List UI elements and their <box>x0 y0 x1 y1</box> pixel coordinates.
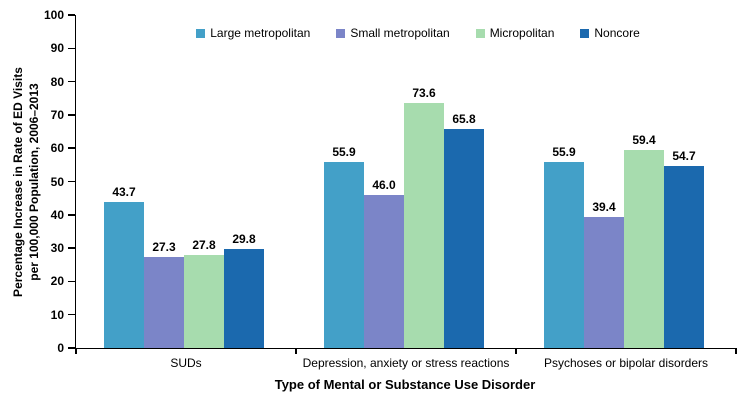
y-axis-tick <box>68 47 75 50</box>
legend-color-swatch-icon <box>196 28 206 38</box>
legend-label: Noncore <box>594 26 640 40</box>
legend-color-swatch-icon <box>475 28 485 38</box>
legend-item: Noncore <box>580 26 640 40</box>
legend-item: Small metropolitan <box>336 26 450 40</box>
y-axis-tick-label: 20 <box>50 274 64 289</box>
y-axis-tick-label: 100 <box>43 8 64 22</box>
legend-label: Small metropolitan <box>350 26 450 40</box>
bar-value-label: 27.3 <box>152 240 176 255</box>
y-axis-tick <box>68 347 75 349</box>
y-axis-tick <box>68 147 75 149</box>
category-label: Psychoses or bipolar disorders <box>543 356 709 370</box>
y-axis-tick-label: 50 <box>50 174 64 189</box>
legend-label: Large metropolitan <box>210 26 311 40</box>
bar <box>364 194 404 348</box>
bar <box>624 150 664 348</box>
category-label: Depression, anxiety or stress reactions <box>302 356 510 370</box>
bar-value-label: 46.0 <box>372 177 396 192</box>
bar <box>584 216 624 348</box>
bar <box>444 128 484 348</box>
y-axis-tick-label: 0 <box>57 341 64 355</box>
y-axis-tick-label: 60 <box>50 141 64 156</box>
y-axis-tick-label: 90 <box>50 41 64 56</box>
bar <box>664 165 704 348</box>
legend-color-swatch-icon <box>580 28 590 38</box>
y-axis-tick <box>68 80 75 83</box>
bar <box>144 257 184 348</box>
bar <box>404 102 444 348</box>
bar <box>544 161 584 348</box>
bar-value-label: 55.9 <box>552 144 576 159</box>
bar-value-label: 73.6 <box>412 85 436 100</box>
legend: Large metropolitan Small metropolitan Micr… <box>88 26 742 40</box>
y-axis-tick-label: 10 <box>50 307 64 322</box>
bar-value-label: 65.8 <box>452 111 476 126</box>
bar <box>324 161 364 348</box>
y-axis-tick <box>68 247 75 249</box>
x-axis-tick <box>515 348 517 354</box>
x-axis-tick <box>295 348 297 354</box>
bar-value-label: 29.8 <box>232 231 256 246</box>
bar <box>104 202 144 348</box>
y-axis-tick <box>68 280 75 283</box>
bar-value-label: 54.7 <box>672 148 696 163</box>
bar-value-label: 55.9 <box>332 144 356 159</box>
bar-value-label: 59.4 <box>632 133 656 148</box>
bar-value-label: 27.8 <box>192 238 216 253</box>
bar <box>224 248 264 348</box>
legend-color-swatch-icon <box>336 28 346 38</box>
bar-value-label: 39.4 <box>592 199 616 214</box>
x-axis-title: Type of Mental or Substance Use Disorder <box>274 377 536 392</box>
y-axis-tick-label: 80 <box>50 74 64 89</box>
plot-area: 0 10 20 30 40 50 60 70 80 90 100 43.7 27.3 27.8 29.8 SU… <box>44 8 737 370</box>
y-axis-tick <box>68 313 75 316</box>
legend-item: Large metropolitan <box>196 26 310 40</box>
legend-item: Micropolitan <box>475 26 555 40</box>
category-label: SUDs <box>170 356 202 370</box>
x-axis-tick <box>75 348 77 354</box>
y-axis-tick-label: 70 <box>50 107 64 122</box>
legend-label: Micropolitan <box>489 26 555 40</box>
y-axis-tick <box>68 114 75 116</box>
y-axis-tick-label: 30 <box>50 241 64 256</box>
y-axis-tick-label: 40 <box>50 207 64 222</box>
x-axis-tick <box>735 348 737 354</box>
y-axis-tick <box>68 214 75 216</box>
y-axis-tick <box>68 14 75 16</box>
y-axis-tick <box>68 180 75 183</box>
bar-value-label: 43.7 <box>112 185 136 200</box>
bar <box>184 255 224 348</box>
